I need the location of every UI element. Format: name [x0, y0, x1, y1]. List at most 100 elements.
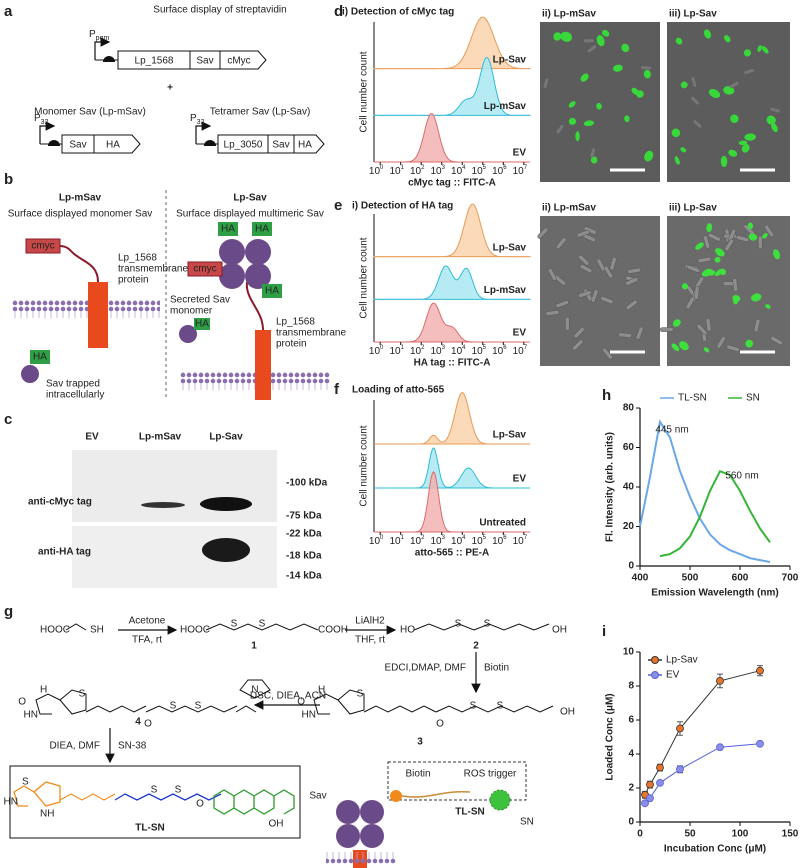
fluorescent-cell: [744, 133, 756, 141]
label: S: [231, 619, 238, 630]
label: HN: [302, 710, 316, 721]
cell: [579, 264, 593, 274]
log-tick-label: 107: [513, 165, 528, 177]
exp: 5: [483, 165, 487, 171]
sav-subunit: [360, 800, 384, 824]
exp: 7: [524, 345, 528, 351]
gene-construct: [61, 134, 141, 154]
histogram: [374, 391, 530, 445]
sav-subunit: [219, 263, 245, 289]
y-tick-label: 40: [623, 482, 635, 493]
fluorescent-cell: [773, 249, 781, 260]
cell: [590, 289, 599, 303]
plus: +: [167, 83, 173, 94]
promoter-p: P: [190, 113, 197, 124]
label: H: [318, 685, 325, 696]
cell: [618, 332, 632, 338]
label: Untreated: [479, 518, 526, 529]
annotation: 560 nm: [725, 471, 758, 482]
log-tick-label: 107: [513, 535, 528, 547]
label: OH: [552, 625, 567, 636]
rbs: [103, 56, 115, 62]
y-tick-label: 2: [628, 783, 634, 794]
cell: [537, 227, 549, 239]
label: Lp-mSav: [139, 432, 182, 443]
fluorescent-cell: [560, 31, 573, 42]
label: SN: [520, 817, 534, 828]
fluorescent-cell: [743, 49, 752, 57]
x-axis-title: Emission Wavelength (nm): [651, 588, 778, 599]
histogram: [373, 16, 531, 70]
label: EV: [513, 148, 527, 159]
ring: [337, 689, 365, 715]
label: H: [40, 685, 47, 696]
cell: [556, 125, 564, 134]
exp: 2: [421, 535, 425, 541]
label: S: [259, 619, 266, 630]
fluorescent-cell: [679, 341, 689, 351]
fluorescent-cell: [761, 46, 769, 54]
bond: [205, 623, 319, 631]
panel-label: e: [334, 197, 342, 214]
log-tick-label: 102: [410, 345, 425, 357]
fluorescent-cell: [695, 242, 704, 250]
cell: [764, 225, 774, 237]
label: 2: [473, 641, 479, 652]
fluorescent-cell: [723, 35, 731, 43]
base: 10: [492, 536, 504, 547]
cell: [572, 339, 584, 351]
fluorescent-cell: [707, 270, 716, 276]
gene-label: Lp_1568: [135, 56, 174, 67]
log-tick-label: 102: [410, 535, 425, 547]
y-tick-label: 10: [623, 647, 635, 658]
fluorescent-cell: [762, 233, 768, 239]
label: Secreted Sav: [170, 295, 230, 306]
panel-label: i: [602, 623, 606, 640]
fluorescent-cell: [680, 147, 687, 153]
label: anti-cMyc tag: [28, 497, 92, 508]
label: Lp_1568: [276, 317, 315, 328]
fluorescent-cell: [590, 156, 598, 164]
label: Biotin: [405, 769, 430, 780]
base: 10: [389, 166, 401, 177]
cell: [696, 324, 708, 336]
fluorescent-cell: [745, 339, 754, 348]
label: protein: [118, 275, 149, 286]
label: TFA, rt: [132, 635, 162, 646]
label: S: [22, 777, 29, 788]
histogram: [373, 265, 531, 300]
bond: [363, 705, 437, 713]
rbs: [48, 140, 60, 146]
fluorescent-cell: [675, 37, 683, 45]
label: cmyc: [193, 264, 216, 275]
exp: 1: [401, 535, 405, 541]
fluorescent-cell: [672, 319, 681, 327]
log-tick-label: 106: [492, 345, 507, 357]
label: HA: [255, 224, 269, 235]
transmembrane-protein: [88, 282, 108, 348]
label: Lp-Sav: [493, 430, 527, 441]
legend-label: Lp-Sav: [666, 655, 698, 666]
histogram: [373, 56, 531, 116]
label: O: [297, 697, 305, 708]
cell: [726, 344, 740, 352]
cell: [732, 278, 738, 292]
ha-tag: [218, 222, 238, 236]
base: 10: [369, 536, 381, 547]
fluorescent-cell: [671, 128, 681, 138]
cell: [600, 296, 614, 305]
base: 10: [472, 346, 484, 357]
label: cmyc: [31, 241, 54, 252]
label: HO: [400, 625, 415, 636]
label: Sav: [309, 791, 326, 802]
fluorescent-cell: [766, 115, 776, 125]
gene-construct: [117, 50, 267, 70]
y-tick-label: 80: [623, 403, 635, 414]
promoter-label: Ppgm: [89, 29, 109, 42]
label: HOOC: [180, 625, 210, 636]
log-tick-label: 105: [472, 535, 487, 547]
gene-label: Sav: [196, 56, 213, 67]
ring: [35, 693, 61, 715]
promoter-sub: pgm: [96, 35, 110, 42]
